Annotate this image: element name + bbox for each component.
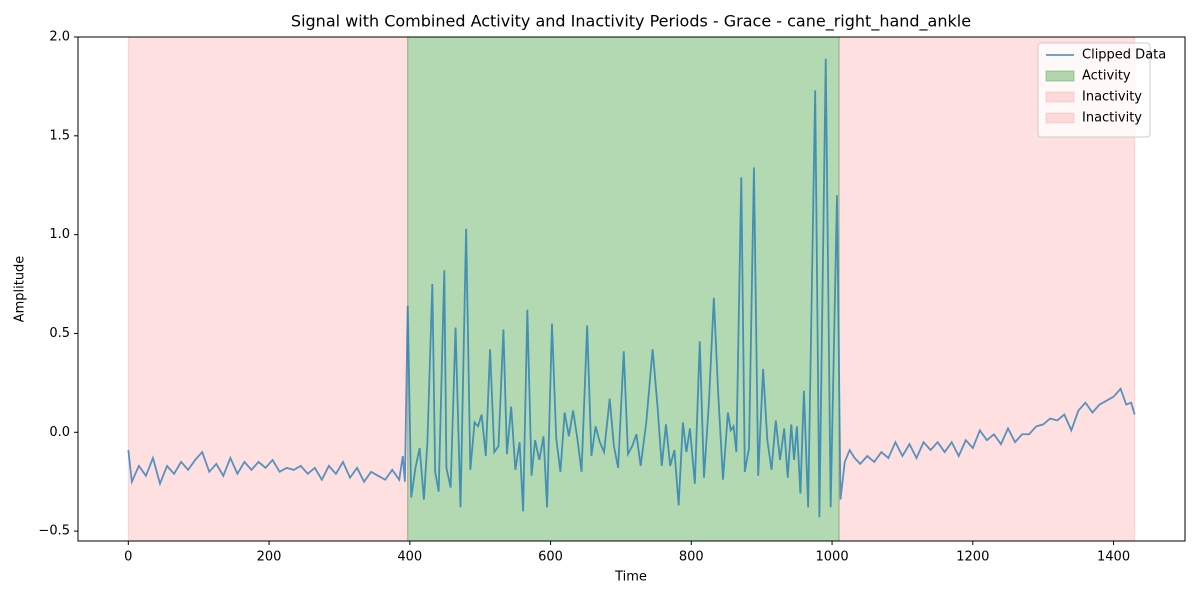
- legend-label: Clipped Data: [1082, 48, 1166, 63]
- signal-line: [127, 58, 1136, 518]
- legend-label: Inactivity: [1082, 111, 1142, 126]
- x-tick-label: 800: [679, 550, 704, 565]
- y-tick-label: 0.5: [49, 326, 70, 341]
- x-tick-label: 400: [397, 550, 422, 565]
- x-axis-label: Time: [614, 570, 647, 585]
- x-tick-label: 1000: [816, 550, 849, 565]
- legend-label: Inactivity: [1082, 90, 1142, 105]
- x-tick-label: 1200: [956, 550, 989, 565]
- legend-patch: [1045, 112, 1075, 124]
- y-tick-label: 1.0: [49, 227, 70, 242]
- legend-patch: [1045, 91, 1075, 103]
- legend-box: [1037, 42, 1151, 138]
- plot-frame: [77, 36, 1186, 542]
- x-tick-label: 200: [257, 550, 282, 565]
- y-tick-label: 1.5: [49, 128, 70, 143]
- legend-label: Activity: [1082, 69, 1131, 84]
- y-tick-label: −0.5: [38, 524, 70, 539]
- legend-patch: [1045, 70, 1075, 82]
- span: [407, 36, 840, 542]
- span: [127, 36, 409, 542]
- chart-title: Signal with Combined Activity and Inacti…: [291, 12, 971, 32]
- x-tick-label: 0: [124, 550, 132, 565]
- x-tick-label: 600: [538, 550, 563, 565]
- x-tick-label: 1400: [1097, 550, 1130, 565]
- y-tick-label: 0.0: [49, 425, 70, 440]
- y-axis-label: Amplitude: [13, 256, 28, 323]
- y-tick-label: 2.0: [49, 30, 70, 45]
